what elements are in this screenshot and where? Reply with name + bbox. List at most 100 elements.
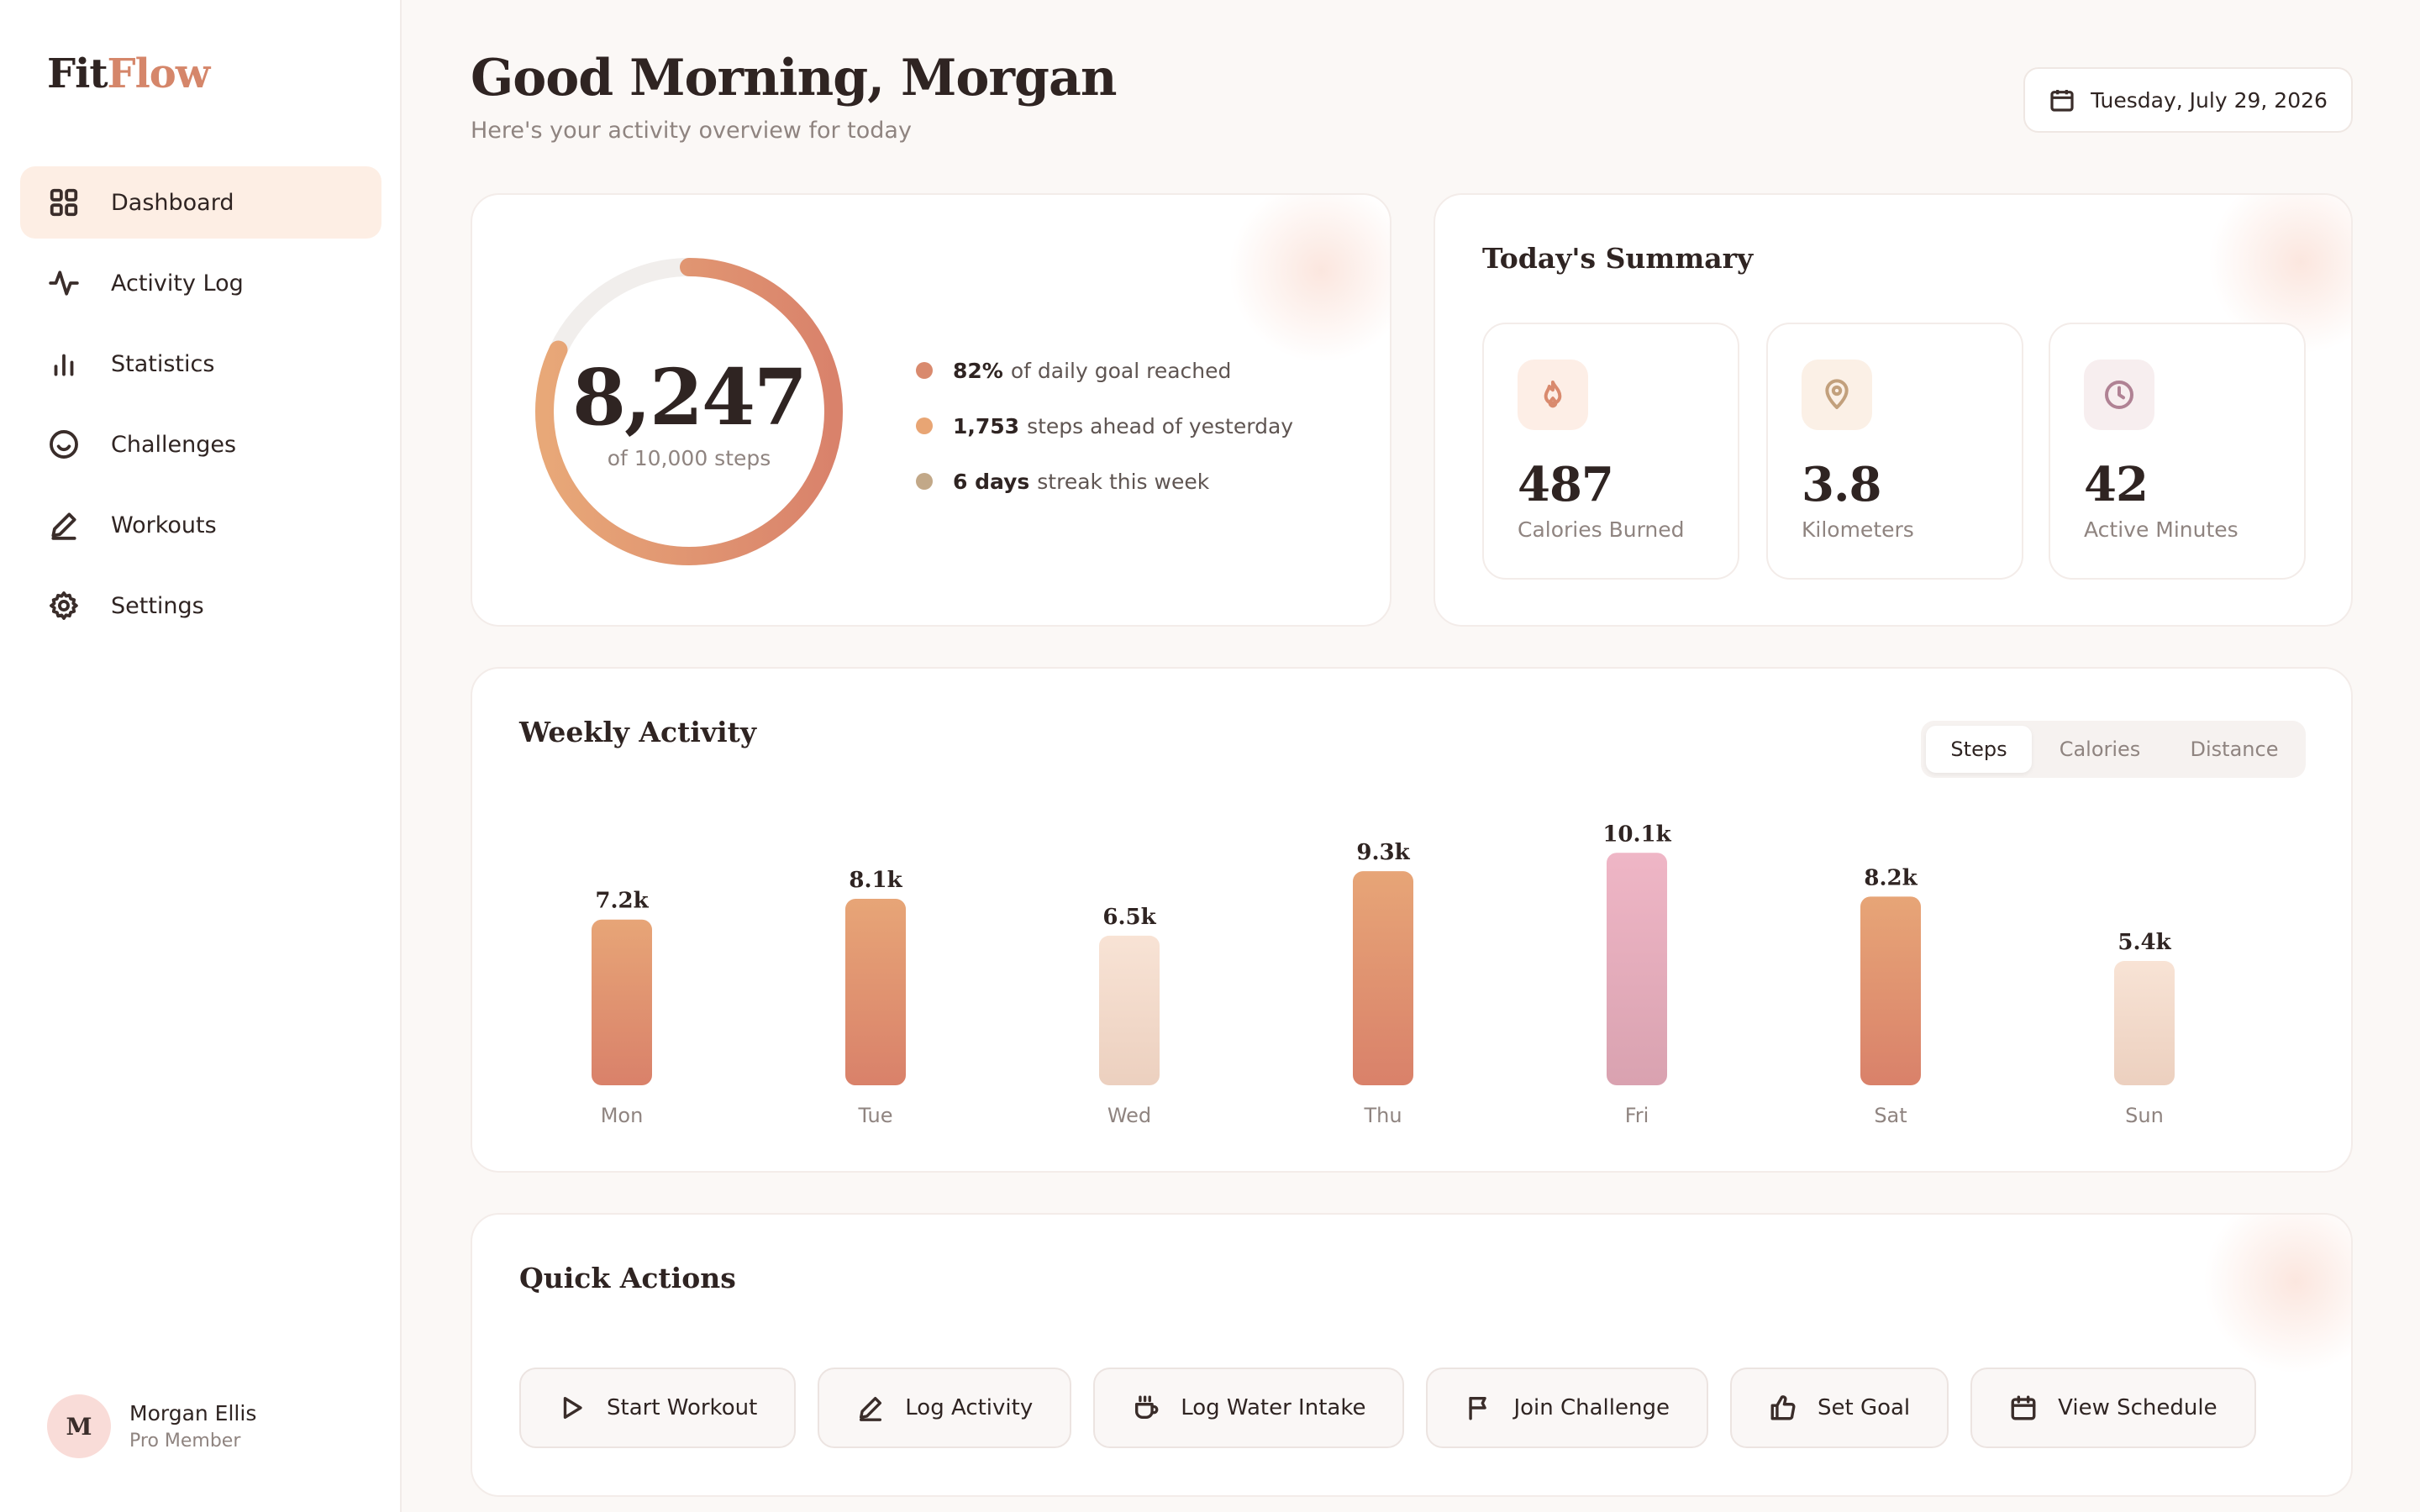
active-minutes-card[interactable]: 42 Active Minutes (2049, 323, 2306, 580)
button-label: Join Challenge (1513, 1395, 1670, 1420)
bar-value-label: 8.1k (849, 868, 902, 893)
sidebar-item-workouts[interactable]: Workouts (20, 489, 381, 561)
active-minutes-value: 42 (2084, 457, 2149, 512)
calories-card[interactable]: 487 Calories Burned (1482, 323, 1739, 580)
sidebar-item-statistics[interactable]: Statistics (20, 328, 381, 400)
sidebar-item-label: Dashboard (111, 189, 234, 216)
logo-text-fit: Fit (47, 50, 108, 97)
distance-card[interactable]: 3.8 Kilometers (1766, 323, 2023, 580)
sidebar-item-settings[interactable]: Settings (20, 570, 381, 642)
bar-thu[interactable] (1353, 871, 1413, 1085)
log-water-intake-button[interactable]: Log Water Intake (1093, 1368, 1405, 1448)
calories-label: Calories Burned (1518, 517, 1685, 542)
calendar-icon (2050, 90, 2074, 112)
play-icon (563, 1396, 582, 1420)
avatar: M (47, 1394, 111, 1458)
logo-text-flow: Flow (107, 50, 210, 97)
sidebar-nav: Dashboard Activity Log Statistics Challe… (20, 166, 381, 650)
todays-summary-card: Today's Summary 487 Calories Burned 3.8 … (1434, 193, 2353, 627)
stat-text: steps ahead of yesterday (1027, 413, 1294, 438)
date-picker-button[interactable]: Tuesday, July 29, 2026 (2023, 67, 2353, 133)
user-role: Pro Member (129, 1431, 241, 1452)
weekly-activity-card: Weekly Activity Steps Calories Distance … (471, 667, 2353, 1173)
current-date: Tuesday, July 29, 2026 (2091, 87, 2328, 113)
x-axis-label: Sat (1874, 1104, 1907, 1127)
flame-icon (1518, 360, 1588, 430)
stat-text: streak this week (1037, 469, 1210, 494)
bar-fri[interactable] (1607, 853, 1667, 1085)
steps-progress-ring (535, 258, 843, 565)
steps-stats-list: 82% of daily goal reached 1,753 steps ah… (916, 343, 1293, 509)
button-label: Log Activity (905, 1395, 1034, 1420)
stat-goal-reached: 82% of daily goal reached (916, 343, 1293, 398)
quick-actions-card: Quick Actions Start Workout Log Activity… (471, 1213, 2353, 1497)
user-name: Morgan Ellis (129, 1401, 257, 1425)
gear-icon (47, 589, 81, 622)
tab-steps[interactable]: Steps (1926, 726, 2032, 773)
bar-tue[interactable] (845, 899, 906, 1085)
quick-actions-title: Quick Actions (519, 1262, 736, 1294)
user-profile[interactable]: M Morgan Ellis Pro Member (47, 1394, 256, 1458)
view-schedule-button[interactable]: View Schedule (1970, 1368, 2256, 1448)
bar-value-label: 7.2k (595, 889, 649, 914)
steps-goal: of 10,000 steps (607, 445, 771, 470)
stat-steps-ahead: 1,753 steps ahead of yesterday (916, 398, 1293, 454)
cup-icon (1135, 1395, 1159, 1420)
page-title: Good Morning, Morgan (471, 49, 1117, 108)
stat-dot (916, 417, 933, 434)
bar-sat[interactable] (1860, 896, 1921, 1085)
x-axis-label: Fri (1625, 1104, 1649, 1127)
bar-chart-icon (47, 347, 81, 381)
weekly-bar-chart: 7.2k Mon 8.1k Tue 6.5k Wed 9.3k Thu 10.1k Fri 8.2k… (592, 822, 2175, 1127)
decorative-glow (1228, 195, 1390, 363)
stat-dot (916, 362, 933, 379)
clock-icon (2084, 360, 2154, 430)
pen-icon (860, 1396, 882, 1421)
button-label: View Schedule (2058, 1395, 2217, 1420)
map-pin-icon (1802, 360, 1872, 430)
pulse-icon (47, 266, 81, 300)
grid-icon (47, 186, 81, 219)
bar-wed[interactable] (1099, 935, 1160, 1085)
active-minutes-label: Active Minutes (2084, 517, 2238, 542)
smile-icon (47, 428, 81, 461)
log-activity-button[interactable]: Log Activity (818, 1368, 1072, 1448)
x-axis-label: Sun (2125, 1104, 2164, 1127)
steps-count: 8,247 (571, 351, 808, 443)
quick-actions-row: Start Workout Log Activity Log Water Int… (519, 1368, 2278, 1448)
steps-readout: 8,247 of 10,000 steps (531, 254, 847, 570)
sidebar-item-dashboard[interactable]: Dashboard (20, 166, 381, 239)
button-label: Start Workout (607, 1395, 758, 1420)
sidebar-item-activity-log[interactable]: Activity Log (20, 247, 381, 319)
sidebar-item-challenges[interactable]: Challenges (20, 408, 381, 480)
stat-text: of daily goal reached (1010, 358, 1232, 383)
weekly-title: Weekly Activity (519, 716, 757, 748)
page-subtitle: Here's your activity overview for today (471, 118, 912, 144)
tab-distance[interactable]: Distance (2190, 738, 2279, 761)
x-axis-label: Wed (1107, 1104, 1151, 1127)
sidebar-item-label: Statistics (111, 350, 215, 377)
stat-dot (916, 473, 933, 490)
sidebar: FitFlow Dashboard Activity Log Statistic… (0, 0, 402, 1512)
stat-value: 82% (953, 358, 1003, 383)
x-axis-label: Tue (858, 1104, 893, 1127)
x-axis-label: Mon (601, 1104, 644, 1127)
sidebar-item-label: Challenges (111, 431, 237, 458)
button-label: Set Goal (1817, 1395, 1911, 1420)
stat-value: 6 days (953, 469, 1030, 494)
flag-icon (1469, 1396, 1487, 1420)
bar-mon[interactable] (592, 919, 652, 1085)
distance-value: 3.8 (1802, 457, 1881, 512)
bar-value-label: 10.1k (1602, 822, 1671, 847)
app-logo[interactable]: FitFlow (47, 50, 210, 97)
distance-label: Kilometers (1802, 517, 1914, 542)
bar-sun[interactable] (2114, 961, 2175, 1085)
set-goal-button[interactable]: Set Goal (1729, 1368, 1949, 1448)
summary-title: Today's Summary (1482, 242, 1754, 275)
tab-calories[interactable]: Calories (2059, 738, 2141, 761)
join-challenge-button[interactable]: Join Challenge (1426, 1368, 1708, 1448)
start-workout-button[interactable]: Start Workout (519, 1368, 797, 1448)
bar-value-label: 8.2k (1864, 865, 1918, 890)
sidebar-item-label: Workouts (111, 512, 217, 538)
x-axis-label: Thu (1363, 1104, 1402, 1127)
